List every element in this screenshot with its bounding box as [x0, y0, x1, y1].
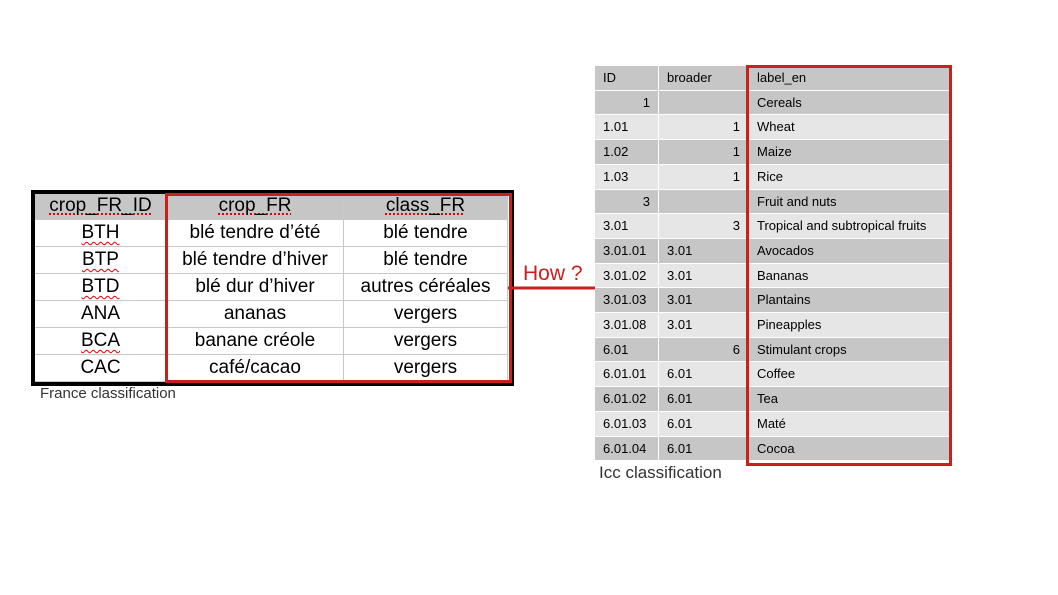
table-cell: Bananas: [748, 263, 952, 289]
table-cell: 3.01.01: [595, 238, 659, 264]
table-cell: Cereals: [748, 90, 952, 116]
icc-caption: Icc classification: [599, 463, 722, 482]
table-cell: 1: [658, 164, 749, 190]
table-cell: 3.01: [658, 287, 749, 314]
table-cell: Wheat: [748, 114, 952, 141]
table-cell: banane créole: [166, 327, 344, 355]
table-cell: 6.01.02: [595, 386, 659, 412]
table-row: 1.03 1 Rice: [595, 164, 952, 190]
table-cell: 6.01.04: [595, 436, 659, 462]
table-cell: 6.01: [658, 361, 749, 388]
table-cell: 1: [658, 114, 749, 141]
table-cell: 6.01: [658, 411, 749, 437]
table-row: BTD blé dur d’hiver autres céréales: [34, 273, 508, 301]
table-cell: 1: [658, 139, 749, 165]
table-cell: 3.01: [658, 312, 749, 338]
table-cell: 3.01.02: [595, 263, 659, 289]
table-cell: Rice: [748, 164, 952, 190]
table-cell: BCA: [34, 327, 167, 355]
table-row: 6.01.04 6.01 Cocoa: [595, 436, 952, 462]
table-cell: vergers: [343, 354, 508, 382]
table-cell: blé tendre: [343, 246, 508, 274]
table-header-row: ID broader label_en: [595, 66, 952, 91]
table-cell: ANA: [34, 300, 167, 328]
table-row: 1.02 1 Maize: [595, 139, 952, 165]
table-row: 3 Fruit and nuts: [595, 189, 952, 215]
table-row: BTH blé tendre d’été blé tendre: [34, 219, 508, 247]
table-cell: 3.01: [658, 263, 749, 289]
table-row: 6.01.03 6.01 Maté: [595, 411, 952, 437]
table-row: 3.01.03 3.01 Plantains: [595, 287, 952, 314]
table-cell: blé tendre d’été: [166, 219, 344, 247]
table-cell: vergers: [343, 327, 508, 355]
table-cell: 3.01: [595, 213, 659, 239]
header-cell: label_en: [748, 66, 952, 91]
table-cell: blé tendre d’hiver: [166, 246, 344, 274]
table-cell: 6.01.01: [595, 361, 659, 388]
table-cell: 6.01.03: [595, 411, 659, 437]
table-cell: Maize: [748, 139, 952, 165]
table-header-row: crop_FR_ID crop_FR class_FR: [34, 192, 508, 220]
header-cell: crop_FR_ID: [34, 192, 167, 220]
table-cell: [658, 90, 749, 116]
table-row: 3.01 3 Tropical and subtropical fruits: [595, 213, 952, 239]
table-row: 3.01.02 3.01 Bananas: [595, 263, 952, 289]
table-cell: Fruit and nuts: [748, 189, 952, 215]
table-cell: blé tendre: [343, 219, 508, 247]
table-cell: Pineapples: [748, 312, 952, 338]
table-cell: café/cacao: [166, 354, 344, 382]
table-cell: Stimulant crops: [748, 337, 952, 363]
table-cell: vergers: [343, 300, 508, 328]
table-row: 3.01.01 3.01 Avocados: [595, 238, 952, 264]
table-cell: autres céréales: [343, 273, 508, 301]
table-cell: 6.01: [658, 386, 749, 412]
table-cell: Coffee: [748, 361, 952, 388]
table-cell: [658, 189, 749, 215]
how-label: How ?: [523, 262, 583, 285]
table-row: ANA ananas vergers: [34, 300, 508, 328]
table-cell: BTH: [34, 219, 167, 247]
france-caption: France classification: [40, 385, 176, 402]
france-classification-table: crop_FR_ID crop_FR class_FR BTH blé tend…: [34, 192, 508, 382]
table-row: 3.01.08 3.01 Pineapples: [595, 312, 952, 338]
table-row: CAC café/cacao vergers: [34, 354, 508, 382]
table-row: 6.01 6 Stimulant crops: [595, 337, 952, 363]
table-cell: Cocoa: [748, 436, 952, 462]
table-cell: 6.01: [658, 436, 749, 462]
table-row: BTP blé tendre d’hiver blé tendre: [34, 246, 508, 274]
table-cell: 1.03: [595, 164, 659, 190]
header-cell: crop_FR: [166, 192, 344, 220]
table-cell: CAC: [34, 354, 167, 382]
table-cell: Plantains: [748, 287, 952, 314]
table-cell: 1.02: [595, 139, 659, 165]
table-cell: BTP: [34, 246, 167, 274]
table-cell: 3.01.08: [595, 312, 659, 338]
icc-classification-table: ID broader label_en 1 Cereals 1.01 1 Whe…: [595, 66, 952, 462]
table-cell: Tea: [748, 386, 952, 412]
header-cell: broader: [658, 66, 749, 91]
table-cell: 3.01: [658, 238, 749, 264]
table-cell: 3: [595, 189, 659, 215]
header-cell: class_FR: [343, 192, 508, 220]
table-cell: 1: [595, 90, 659, 116]
table-cell: 3: [658, 213, 749, 239]
table-cell: BTD: [34, 273, 167, 301]
table-cell: 6.01: [595, 337, 659, 363]
header-cell: ID: [595, 66, 659, 91]
table-cell: blé dur d’hiver: [166, 273, 344, 301]
table-row: BCA banane créole vergers: [34, 327, 508, 355]
table-row: 6.01.01 6.01 Coffee: [595, 361, 952, 388]
table-cell: 1.01: [595, 114, 659, 141]
table-cell: ananas: [166, 300, 344, 328]
table-cell: Maté: [748, 411, 952, 437]
table-cell: 3.01.03: [595, 287, 659, 314]
table-cell: 6: [658, 337, 749, 363]
table-cell: Tropical and subtropical fruits: [748, 213, 952, 239]
table-row: 1 Cereals: [595, 90, 952, 116]
table-cell: Avocados: [748, 238, 952, 264]
table-row: 1.01 1 Wheat: [595, 114, 952, 141]
table-row: 6.01.02 6.01 Tea: [595, 386, 952, 412]
